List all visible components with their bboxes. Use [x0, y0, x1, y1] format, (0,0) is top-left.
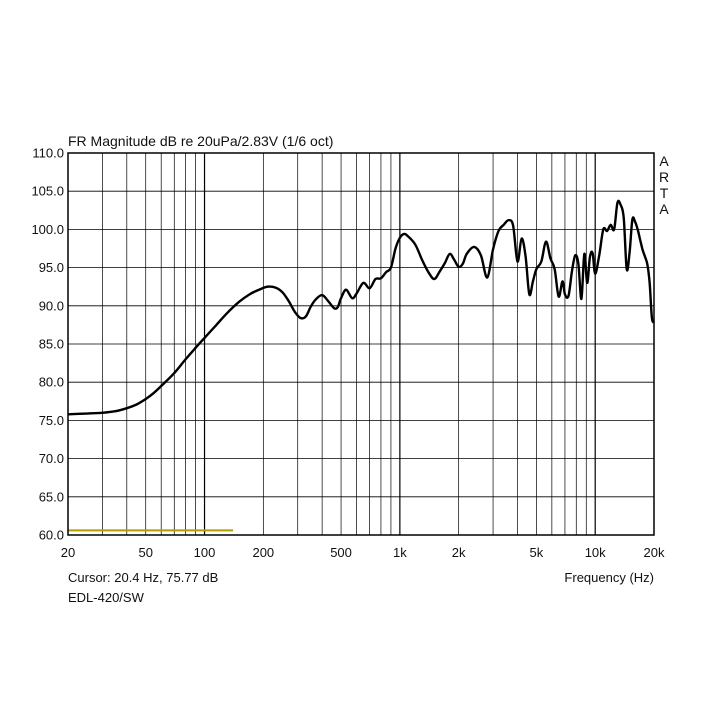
x-axis-ticks: 20 50 100 200 500 1k 2k 5k 10k 20k	[61, 545, 665, 560]
y-tick-label: 60.0	[39, 528, 64, 543]
series-line	[67, 199, 656, 416]
x-tick-label: 200	[252, 545, 274, 560]
x-tick-label: 100	[194, 545, 216, 560]
x-tick-label: 50	[138, 545, 152, 560]
y-tick-label: 110.0	[32, 146, 64, 161]
x-tick-label: 1k	[393, 545, 407, 560]
brand-letter: A	[659, 201, 669, 217]
brand-letter: A	[659, 153, 669, 169]
x-tick-label: 20	[61, 545, 75, 560]
x-tick-label: 5k	[530, 545, 544, 560]
brand-letter: T	[660, 185, 669, 201]
plot-frame	[67, 152, 655, 536]
y-tick-label: 70.0	[39, 451, 64, 466]
x-tick-label: 2k	[452, 545, 466, 560]
y-tick-label: 85.0	[39, 337, 64, 352]
y-tick-label: 90.0	[39, 298, 64, 313]
x-tick-label: 10k	[585, 545, 606, 560]
y-tick-label: 95.0	[39, 260, 64, 275]
y-tick-label: 65.0	[39, 489, 64, 504]
model-name: EDL-420/SW	[68, 590, 145, 605]
cursor-readout: Cursor: 20.4 Hz, 75.77 dB	[68, 570, 218, 585]
y-tick-label: 80.0	[39, 375, 64, 390]
y-tick-label: 100.0	[31, 222, 64, 237]
x-tick-label: 20k	[644, 545, 665, 560]
x-axis-label: Frequency (Hz)	[564, 570, 654, 585]
y-tick-label: 105.0	[31, 184, 64, 199]
chart-title: FR Magnitude dB re 20uPa/2.83V (1/6 oct)	[68, 133, 333, 149]
x-tick-label: 500	[330, 545, 352, 560]
grid	[68, 153, 654, 535]
y-tick-label: 75.0	[39, 413, 64, 428]
y-axis-ticks: 110.0 105.0 100.0 95.0 90.0 85.0 80.0 75.0 70.0 6…	[31, 146, 64, 543]
brand-letter: R	[659, 169, 669, 185]
